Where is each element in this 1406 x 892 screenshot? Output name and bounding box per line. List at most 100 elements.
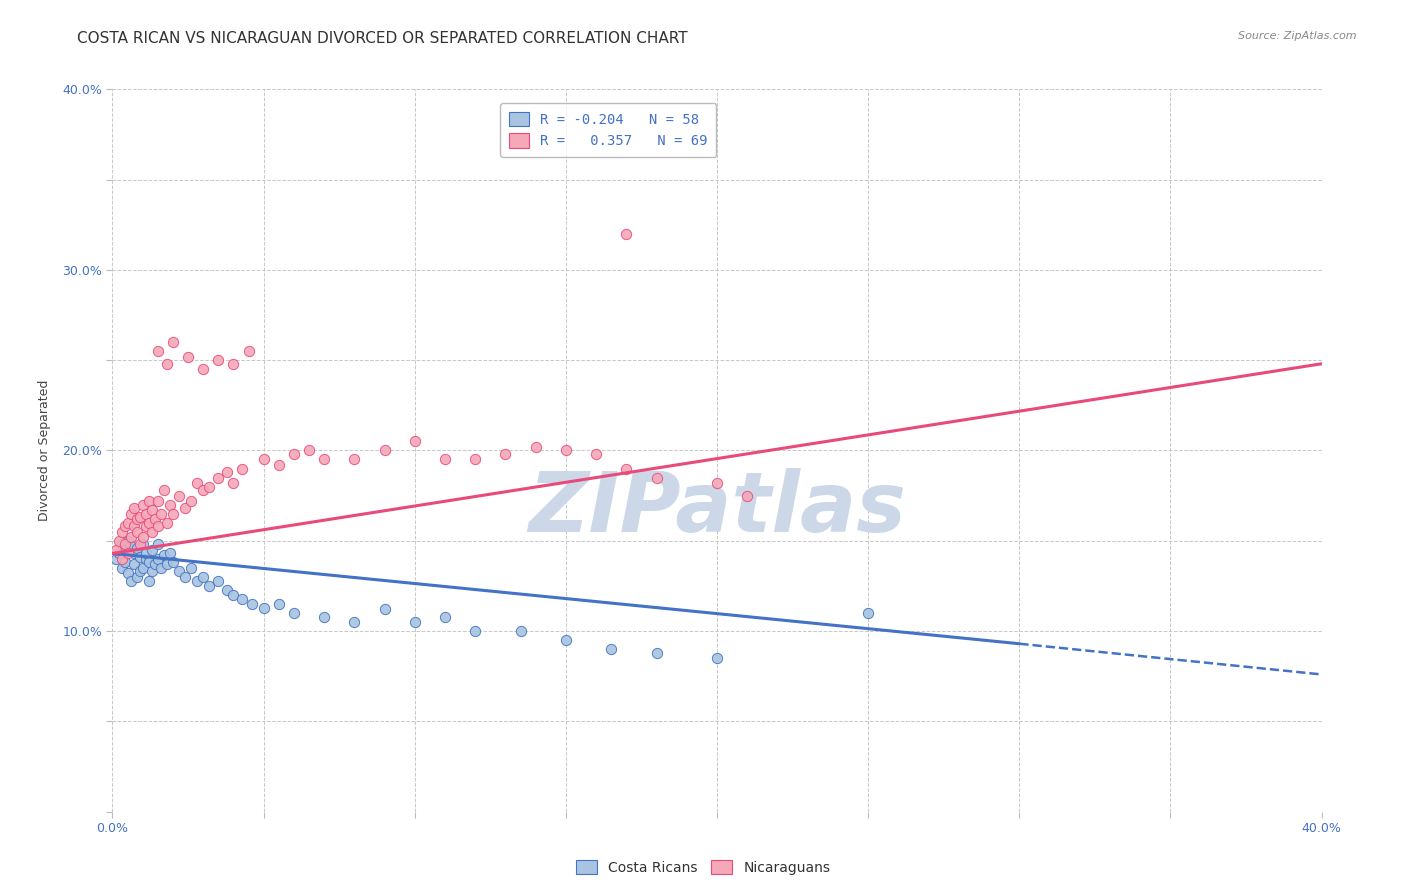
Point <box>117 516 139 530</box>
Point <box>191 483 214 498</box>
Point <box>162 334 184 349</box>
Text: ZIPatlas: ZIPatlas <box>529 467 905 549</box>
Point <box>107 546 129 560</box>
Point <box>107 533 129 548</box>
Point <box>110 551 132 566</box>
Point <box>128 549 150 564</box>
Point <box>645 470 668 484</box>
Point <box>122 546 145 560</box>
Point <box>706 651 728 665</box>
Point <box>238 344 260 359</box>
Point <box>159 546 181 560</box>
Point <box>374 602 396 616</box>
Point <box>240 597 263 611</box>
Point <box>706 475 728 490</box>
Point <box>135 507 157 521</box>
Point <box>125 512 148 526</box>
Point <box>191 570 214 584</box>
Point <box>117 566 139 581</box>
Y-axis label: Divorced or Separated: Divorced or Separated <box>38 380 51 521</box>
Point <box>120 539 142 553</box>
Point <box>222 357 245 371</box>
Point <box>138 556 160 570</box>
Point <box>125 570 148 584</box>
Point <box>404 615 426 629</box>
Point <box>125 541 148 555</box>
Point <box>114 542 136 557</box>
Point <box>141 542 163 557</box>
Point <box>464 452 486 467</box>
Point <box>141 524 163 539</box>
Point <box>283 447 305 461</box>
Point <box>222 475 245 490</box>
Point <box>343 452 366 467</box>
Point <box>149 507 172 521</box>
Point <box>120 507 142 521</box>
Point <box>138 494 160 508</box>
Point <box>153 548 176 562</box>
Point <box>141 503 163 517</box>
Point <box>509 624 531 639</box>
Point <box>146 494 169 508</box>
Point <box>132 498 155 512</box>
Point <box>153 483 176 498</box>
Point <box>186 475 208 490</box>
Point <box>117 533 139 548</box>
Point <box>433 609 456 624</box>
Point <box>253 600 276 615</box>
Point <box>600 642 623 657</box>
Point <box>135 519 157 533</box>
Text: COSTA RICAN VS NICARAGUAN DIVORCED OR SEPARATED CORRELATION CHART: COSTA RICAN VS NICARAGUAN DIVORCED OR SE… <box>77 31 688 46</box>
Point <box>267 458 290 472</box>
Point <box>167 565 190 579</box>
Legend: Costa Ricans, Nicaraguans: Costa Ricans, Nicaraguans <box>571 855 835 880</box>
Point <box>114 556 136 570</box>
Point <box>146 344 169 359</box>
Point <box>156 516 179 530</box>
Point <box>616 461 638 475</box>
Point <box>110 524 132 539</box>
Point <box>585 447 607 461</box>
Point <box>404 434 426 449</box>
Point <box>737 489 759 503</box>
Point <box>267 597 290 611</box>
Point <box>433 452 456 467</box>
Point <box>138 516 160 530</box>
Point <box>117 546 139 560</box>
Point <box>616 227 638 241</box>
Point <box>132 537 155 551</box>
Point <box>156 357 179 371</box>
Point <box>110 537 132 551</box>
Point <box>180 494 202 508</box>
Point <box>128 537 150 551</box>
Point <box>135 546 157 560</box>
Point <box>253 452 276 467</box>
Point <box>132 561 155 575</box>
Point <box>207 353 229 368</box>
Point <box>231 461 253 475</box>
Point <box>156 558 179 572</box>
Point <box>138 574 160 588</box>
Point <box>217 465 239 479</box>
Point <box>132 530 155 544</box>
Point <box>162 507 184 521</box>
Point <box>495 447 517 461</box>
Point <box>122 501 145 516</box>
Point <box>554 633 576 648</box>
Point <box>146 519 169 533</box>
Point <box>167 489 190 503</box>
Text: Source: ZipAtlas.com: Source: ZipAtlas.com <box>1239 31 1357 41</box>
Point <box>524 440 547 454</box>
Point <box>104 551 127 566</box>
Point <box>198 480 221 494</box>
Point <box>231 591 253 606</box>
Point <box>114 519 136 533</box>
Point <box>122 519 145 533</box>
Point <box>104 542 127 557</box>
Point <box>143 558 166 572</box>
Point <box>177 350 200 364</box>
Point <box>283 606 305 620</box>
Point <box>198 579 221 593</box>
Point <box>343 615 366 629</box>
Point <box>314 452 336 467</box>
